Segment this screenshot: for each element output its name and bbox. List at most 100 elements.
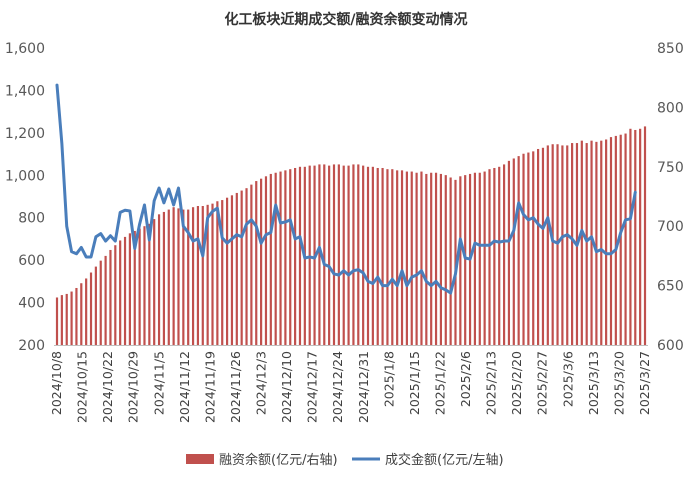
bar	[318, 164, 321, 345]
x-tick-label: 2025/3/20	[611, 351, 626, 415]
bar	[70, 291, 73, 345]
bar	[400, 170, 404, 345]
bar	[55, 297, 59, 345]
left-axis: 200 400 600 800 1,000 1,200 1,400 1,600	[5, 41, 45, 354]
bar	[498, 166, 501, 345]
bar	[537, 148, 540, 345]
bar	[381, 167, 384, 345]
bar	[260, 178, 263, 345]
chart-title: 化工板块近期成交额/融资余额变动情况	[224, 11, 467, 28]
x-tick-label: 2024/10/15	[75, 351, 90, 423]
x-tick-label: 2024/12/10	[279, 351, 294, 423]
bar	[328, 165, 331, 345]
legend-bar-swatch	[186, 454, 214, 464]
bar	[323, 164, 326, 345]
bar	[425, 173, 428, 345]
bar	[138, 228, 141, 345]
right-axis: 600 650 700 750 800 850	[657, 41, 684, 354]
bar	[94, 266, 97, 345]
bar	[507, 160, 511, 345]
left-tick-label: 600	[18, 253, 45, 269]
bar	[264, 176, 268, 345]
x-tick-label: 2025/3/27	[637, 351, 652, 415]
bar	[430, 172, 433, 345]
bar	[517, 156, 520, 345]
bar	[109, 249, 112, 345]
bar	[123, 236, 127, 345]
x-tick-label: 2024/11/12	[177, 351, 192, 423]
bar	[153, 219, 156, 345]
bar	[459, 176, 462, 345]
bar	[600, 140, 603, 345]
x-tick-label: 2025/2/6	[458, 351, 473, 407]
bar	[391, 169, 394, 345]
bar	[561, 145, 564, 345]
bar	[502, 164, 506, 345]
bar	[527, 152, 530, 345]
bar	[298, 166, 302, 345]
bar	[245, 188, 248, 345]
bar	[284, 170, 287, 345]
bar	[483, 171, 486, 345]
bar	[386, 169, 389, 345]
left-tick-label: 1,200	[5, 126, 45, 142]
x-tick-label: 2025/1/22	[433, 351, 448, 415]
bar	[449, 177, 452, 345]
line-series	[55, 83, 637, 295]
bar	[250, 184, 253, 345]
bar	[371, 166, 374, 345]
bar	[493, 167, 496, 345]
bar	[415, 172, 418, 345]
bar	[464, 175, 467, 345]
bar	[196, 206, 200, 345]
bar	[342, 165, 345, 345]
bar	[75, 287, 78, 345]
bar	[162, 211, 166, 345]
x-tick-label: 2025/3/13	[586, 351, 601, 415]
bar	[172, 207, 175, 345]
x-tick-label: 2025/3/6	[560, 351, 575, 407]
x-tick-label: 2024/10/8	[49, 351, 64, 415]
bar	[187, 209, 190, 345]
right-tick-label: 750	[657, 160, 684, 176]
bar	[347, 165, 350, 345]
bar	[629, 128, 632, 345]
x-tick-label: 2025/2/27	[535, 351, 550, 415]
right-tick-label: 700	[657, 219, 684, 235]
bar	[99, 260, 102, 345]
bar	[585, 143, 588, 345]
right-tick-label: 800	[657, 100, 684, 116]
bar	[80, 283, 83, 345]
bar	[211, 203, 214, 345]
bar	[294, 167, 297, 345]
bar	[269, 173, 272, 345]
bar	[478, 172, 481, 345]
bar	[546, 145, 549, 345]
bar	[366, 166, 370, 345]
bar	[279, 171, 282, 345]
legend-line-label: 成交金额(亿元/左轴)	[385, 452, 504, 468]
bar	[148, 223, 151, 345]
bar	[639, 128, 642, 345]
bar	[410, 171, 413, 345]
x-tick-label: 2024/12/31	[356, 351, 371, 423]
bar	[225, 197, 229, 345]
bar	[571, 143, 574, 345]
bar	[566, 145, 569, 345]
bar	[634, 129, 637, 345]
bar	[396, 170, 399, 345]
x-tick-label: 2025/2/13	[484, 351, 499, 415]
line-path	[55, 83, 637, 295]
x-tick-label: 2025/2/20	[509, 351, 524, 415]
bar	[216, 201, 219, 345]
bar	[206, 204, 209, 345]
bar	[439, 173, 442, 345]
bar	[60, 295, 63, 345]
bar	[624, 133, 627, 345]
bar	[590, 140, 593, 345]
bar	[133, 230, 136, 345]
bar	[337, 164, 340, 345]
bar	[230, 195, 234, 345]
x-tick-label: 2024/12/3	[254, 351, 269, 415]
